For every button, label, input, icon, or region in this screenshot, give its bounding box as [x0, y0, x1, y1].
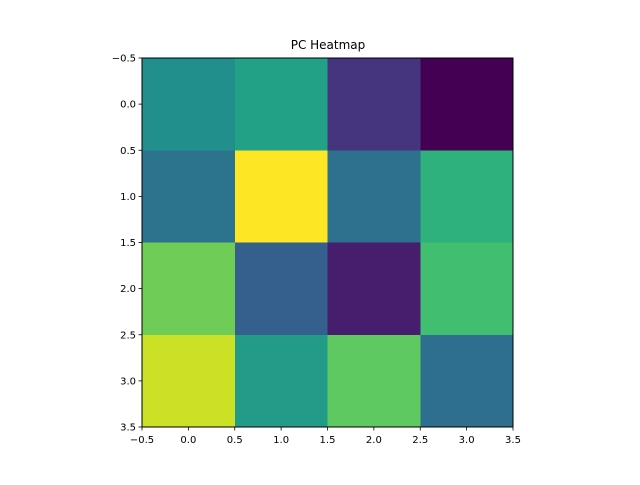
heatmap-cell-r1-c1 — [234, 150, 328, 243]
heatmap-cell-r0-c1 — [234, 58, 328, 151]
x-tick-label: 3.0 — [459, 435, 475, 446]
y-tick-label: 3.5 — [120, 423, 136, 434]
x-tick-label: 0.5 — [227, 435, 243, 446]
x-tick-label: 1.5 — [320, 435, 336, 446]
heatmap-cell-r2-c2 — [327, 242, 421, 335]
y-tick-label: 3.0 — [120, 376, 136, 387]
heatmap-cell-r0-c2 — [327, 58, 421, 151]
x-tick-label: 2.0 — [366, 435, 382, 446]
y-tick-label: 1.0 — [120, 192, 136, 203]
heatmap-cell-r2-c0 — [142, 242, 235, 335]
x-tick-label: 2.5 — [412, 435, 428, 446]
plot-frame — [141, 57, 514, 428]
x-axis: −0.5 0.0 0.5 1.0 1.5 2.0 2.5 3.0 3.5 — [130, 427, 521, 446]
heatmap-cell-r3-c2 — [327, 334, 421, 427]
heatmap-cell-r0-c3 — [420, 58, 513, 151]
heatmap-cell-r1-c0 — [142, 150, 235, 243]
heatmap-cell-r1-c2 — [327, 150, 421, 243]
x-tick-label: −0.5 — [130, 435, 154, 446]
y-tick-label: 0.0 — [120, 100, 136, 111]
y-tick-label: 1.5 — [120, 238, 136, 249]
y-axis: −0.5 0.0 0.5 1.0 1.5 2.0 2.5 3.0 3.5 — [112, 54, 142, 434]
y-tick-label: 0.5 — [120, 146, 136, 157]
heatmap-cell-r0-c0 — [142, 58, 235, 151]
x-tick-label: 3.5 — [505, 435, 521, 446]
x-tick-label: 1.0 — [273, 435, 289, 446]
heatmap-cell-r3-c3 — [420, 334, 513, 427]
y-tick-label: 2.0 — [120, 284, 136, 295]
x-tick-label: 0.0 — [180, 435, 196, 446]
heatmap-cell-r2-c1 — [234, 242, 328, 335]
chart-title: PC Heatmap — [291, 38, 366, 52]
heatmap-cells — [142, 58, 513, 427]
heatmap-cell-r3-c1 — [234, 334, 328, 427]
heatmap-cell-r1-c3 — [420, 150, 513, 243]
heatmap-cell-r2-c3 — [420, 242, 513, 335]
heatmap-cell-r3-c0 — [142, 334, 235, 427]
y-tick-label: 2.5 — [120, 330, 136, 341]
y-tick-label: −0.5 — [112, 54, 136, 65]
